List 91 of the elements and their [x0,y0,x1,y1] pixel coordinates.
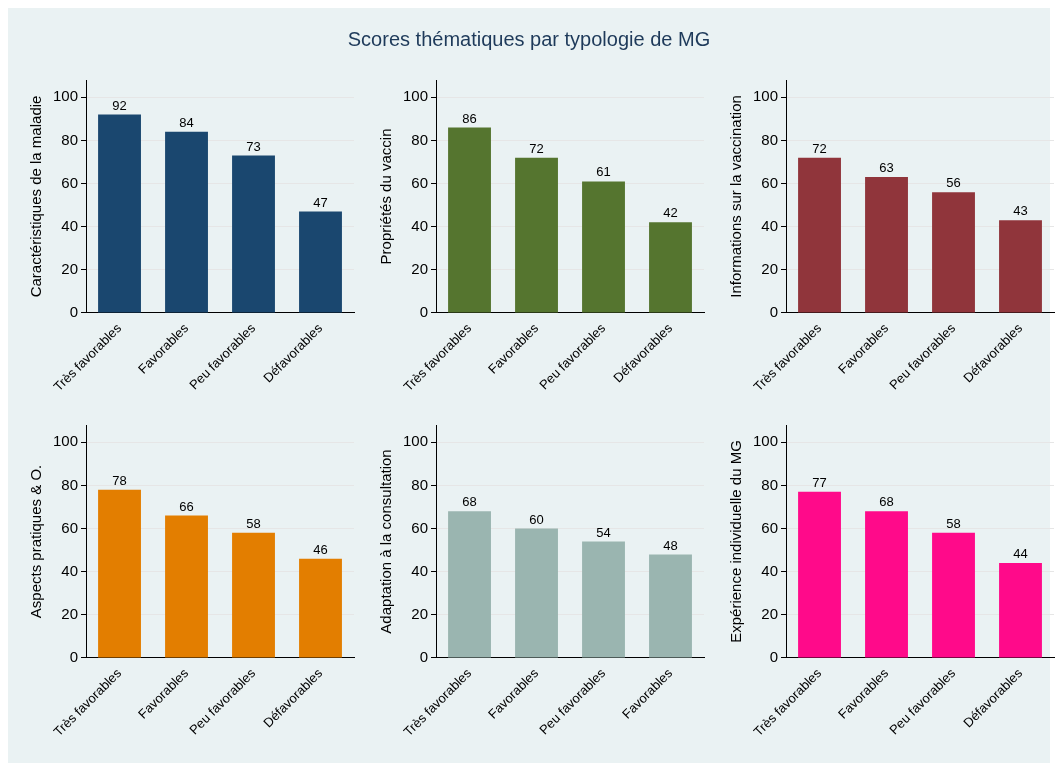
data-label: 68 [879,494,894,510]
y-tick-label: 40 [61,216,79,234]
y-tick-label: 0 [419,303,429,321]
bar [999,220,1042,313]
data-label: 48 [663,537,678,553]
data-label: 66 [179,498,194,514]
y-axis-title: Informations sur la vaccination [727,95,745,298]
y-tick-label: 40 [411,561,429,579]
text: Scores thématiques par typologie de MG [347,28,711,50]
y-tick-label: 100 [753,432,779,450]
data-label: 84 [179,114,194,130]
y-tick-label: 100 [403,432,429,450]
bar [448,511,491,658]
y-tick-label: 20 [411,604,429,622]
bar [999,563,1042,658]
y-tick-label: 20 [61,259,79,277]
bar [932,532,975,658]
y-tick-label: 20 [761,604,779,622]
bar [798,157,841,313]
data-label: 77 [812,474,827,490]
y-tick-label: 20 [61,604,79,622]
data-label: 47 [313,194,328,210]
data-label: 60 [529,511,544,527]
y-tick-label: 80 [61,475,79,493]
bar [515,157,558,313]
bar [165,131,208,313]
bar [299,211,342,313]
y-tick-label: 80 [761,130,779,148]
bar [98,114,141,313]
data-label: 42 [663,205,678,221]
bar [865,177,908,313]
data-label: 58 [946,515,961,531]
y-tick-label: 60 [761,518,779,536]
bar [649,222,692,313]
y-tick-label: 100 [753,87,779,105]
y-axis-title: Propriétés du vaccin [377,128,395,265]
y-tick-label: 40 [411,216,429,234]
data-label: 68 [462,494,477,510]
y-tick-label: 40 [761,561,779,579]
data-label: 73 [246,138,261,154]
bar [932,192,975,313]
y-tick-label: 60 [61,173,79,191]
data-label: 72 [529,140,544,156]
data-label: 43 [1013,203,1028,219]
y-tick-label: 20 [411,259,429,277]
data-label: 44 [1013,546,1028,562]
y-tick-label: 100 [53,87,79,105]
y-tick-label: 0 [769,303,779,321]
y-tick-label: 100 [403,87,429,105]
y-tick-label: 0 [69,648,79,666]
y-tick-label: 0 [69,303,79,321]
bar [299,558,342,658]
data-label: 56 [946,175,961,191]
y-tick-label: 60 [761,173,779,191]
data-label: 61 [596,164,611,180]
y-axis-title: Aspects pratiques & O. [27,464,45,619]
y-tick-label: 0 [419,648,429,666]
data-label: 86 [462,110,477,126]
data-label: 78 [112,472,127,488]
y-tick-label: 80 [61,130,79,148]
bar [98,489,141,658]
bar [232,532,275,658]
bar [798,491,841,658]
y-tick-label: 40 [61,561,79,579]
y-tick-label: 60 [61,518,79,536]
data-label: 54 [596,524,611,540]
data-label: 92 [112,97,127,113]
bar [515,528,558,658]
bar [582,541,625,658]
y-axis-title: Adaptation à la consultation [377,449,395,634]
y-tick-label: 60 [411,518,429,536]
data-label: 63 [879,160,894,176]
bar [865,511,908,658]
y-tick-label: 20 [761,259,779,277]
y-tick-label: 80 [761,475,779,493]
y-tick-label: 40 [761,216,779,234]
data-label: 58 [246,515,261,531]
y-tick-label: 80 [411,475,429,493]
y-tick-label: 80 [411,130,429,148]
bar [582,181,625,313]
y-tick-label: 0 [769,648,779,666]
y-tick-label: 100 [53,432,79,450]
bar [448,127,491,313]
data-label: 46 [313,541,328,557]
y-axis-title: Caractéristiques de la maladie [27,95,45,298]
bar [649,554,692,658]
y-axis-title: Expérience individuelle du MG [727,440,745,643]
bar [232,155,275,313]
bar [165,515,208,658]
y-tick-label: 60 [411,173,429,191]
data-label: 72 [812,140,827,156]
